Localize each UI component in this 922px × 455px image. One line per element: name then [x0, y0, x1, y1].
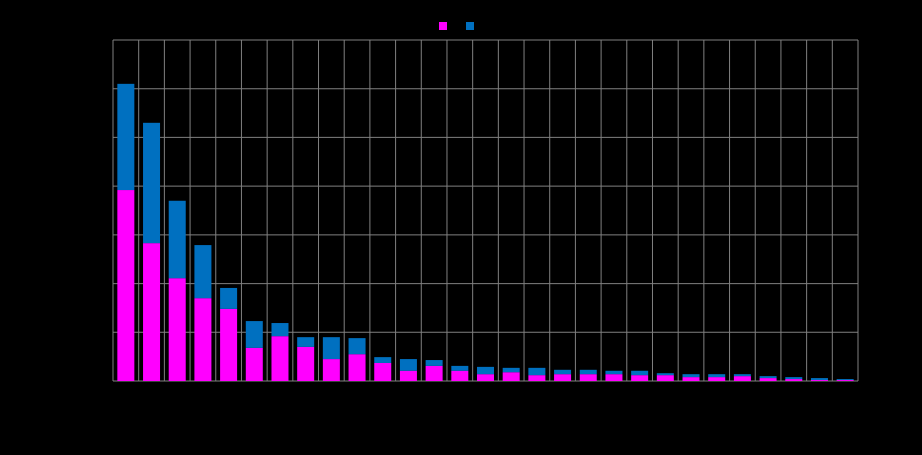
bar-segment	[399, 359, 417, 371]
bar-segment	[682, 377, 700, 381]
bar-segment	[554, 374, 572, 381]
bar-segment	[579, 369, 597, 375]
bar-segment	[502, 372, 520, 381]
bar-segment	[297, 337, 315, 347]
bar-segment	[605, 374, 623, 381]
bar-segment	[733, 376, 751, 381]
bar-segment	[631, 370, 649, 376]
bar-segment	[168, 200, 186, 279]
bar-segment	[168, 278, 186, 381]
legend-swatch	[439, 22, 447, 30]
bar-segment	[502, 367, 520, 373]
bar-segment	[810, 380, 828, 381]
bar-segment	[399, 370, 417, 381]
bar-segment	[348, 338, 366, 355]
bar-segment	[143, 243, 161, 381]
bar-segment	[322, 337, 340, 360]
bar-segment	[425, 365, 443, 381]
bar-segment	[271, 323, 289, 337]
bar-segment	[477, 374, 494, 381]
bar-segment	[528, 375, 546, 381]
bar-segment	[143, 122, 161, 244]
bar-segment	[656, 375, 674, 381]
bar-segment	[708, 374, 726, 378]
bar-segment	[245, 347, 263, 381]
bar-segment	[836, 380, 854, 381]
bar-segment	[245, 321, 263, 348]
bar-segment	[117, 83, 135, 191]
bar-segment	[322, 359, 340, 381]
bar-segment	[682, 374, 700, 378]
bar-segment	[220, 287, 238, 309]
bar-segment	[117, 190, 135, 381]
bar-segment	[348, 354, 366, 381]
bar-segment	[759, 376, 777, 379]
bar-segment	[271, 336, 289, 381]
bar-segment	[785, 379, 803, 381]
bar-segment	[194, 298, 212, 381]
bar-segment	[554, 369, 572, 375]
bar-segment	[605, 370, 623, 375]
bar-segment	[297, 346, 315, 381]
bar-segment	[810, 378, 828, 381]
bar-segment	[759, 378, 777, 381]
bar-segment	[220, 308, 238, 381]
bar-segment	[836, 379, 854, 381]
bar-segment	[785, 377, 803, 380]
bar-segment	[708, 377, 726, 381]
bar-segment	[631, 375, 649, 381]
bar-segment	[656, 373, 674, 376]
bar-segment	[579, 374, 597, 381]
legend-swatch	[466, 22, 474, 30]
bar-segment	[425, 360, 443, 366]
bar-segment	[374, 362, 392, 381]
bar-segment	[451, 370, 469, 381]
bar-segment	[451, 365, 469, 371]
bar-segment	[733, 374, 751, 377]
bar-segment	[528, 367, 546, 376]
bar-segment	[374, 357, 392, 363]
bar-segment	[194, 245, 212, 299]
bar-segment	[477, 366, 494, 375]
